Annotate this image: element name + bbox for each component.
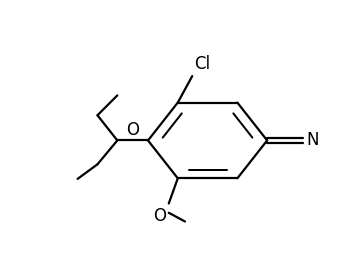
Text: Cl: Cl [194,55,210,73]
Text: N: N [306,131,319,149]
Text: O: O [153,207,166,225]
Text: O: O [126,121,139,139]
